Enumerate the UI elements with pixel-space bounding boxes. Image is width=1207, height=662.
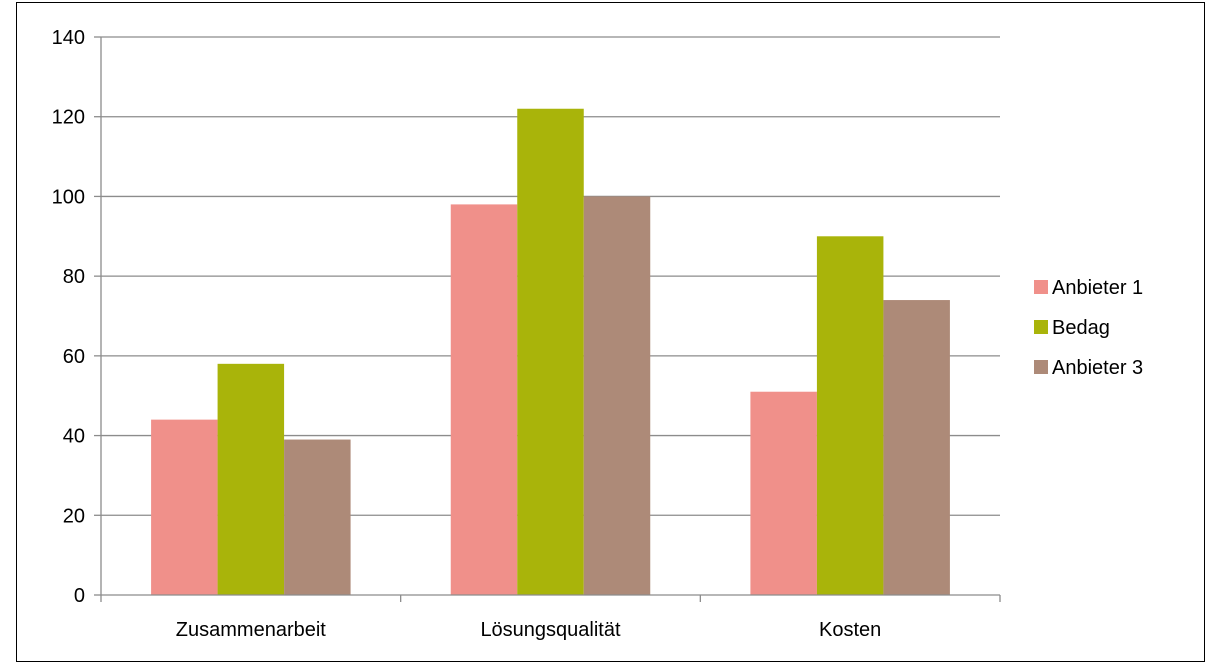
y-tick-label: 40 <box>63 426 85 448</box>
y-tick-label: 80 <box>63 266 85 288</box>
bar-anbieter-3-2 <box>883 300 950 595</box>
y-tick-label: 20 <box>63 505 85 527</box>
bar-anbieter-1-1 <box>450 204 518 595</box>
bar-anbieter-1-0 <box>151 419 218 595</box>
legend-label: Anbieter 1 <box>1052 277 1143 299</box>
bars <box>151 108 950 596</box>
legend-label: Anbieter 3 <box>1052 357 1143 379</box>
bar-bedag-1 <box>517 108 584 595</box>
y-tick-label: 100 <box>52 186 85 208</box>
y-tick-label: 140 <box>52 27 85 49</box>
legend-swatch <box>1034 280 1048 294</box>
legend: Anbieter 1 Bedag Anbieter 3 <box>1034 277 1143 379</box>
legend-swatch <box>1034 320 1048 334</box>
legend-swatch <box>1034 360 1048 374</box>
bar-anbieter-3-1 <box>583 196 651 595</box>
y-tick-label: 0 <box>74 585 85 607</box>
x-tick-label: Zusammenarbeit <box>176 619 327 641</box>
x-tick-label: Kosten <box>819 619 881 641</box>
legend-label: Bedag <box>1052 317 1110 339</box>
x-tick-label: Lösungsqualität <box>480 619 621 641</box>
x-tick-labels: Zusammenarbeit Lösungsqualität Kosten <box>176 619 881 641</box>
y-tick-label: 120 <box>52 107 85 129</box>
bar-anbieter-3-0 <box>284 439 351 595</box>
y-tick-labels: 0 20 40 60 80 100 120 140 <box>52 27 85 607</box>
axes <box>94 36 1001 602</box>
bar-bedag-0 <box>217 363 285 595</box>
y-tick-label: 60 <box>63 346 85 368</box>
bar-bedag-2 <box>816 236 884 596</box>
bar-anbieter-1-2 <box>750 391 817 595</box>
